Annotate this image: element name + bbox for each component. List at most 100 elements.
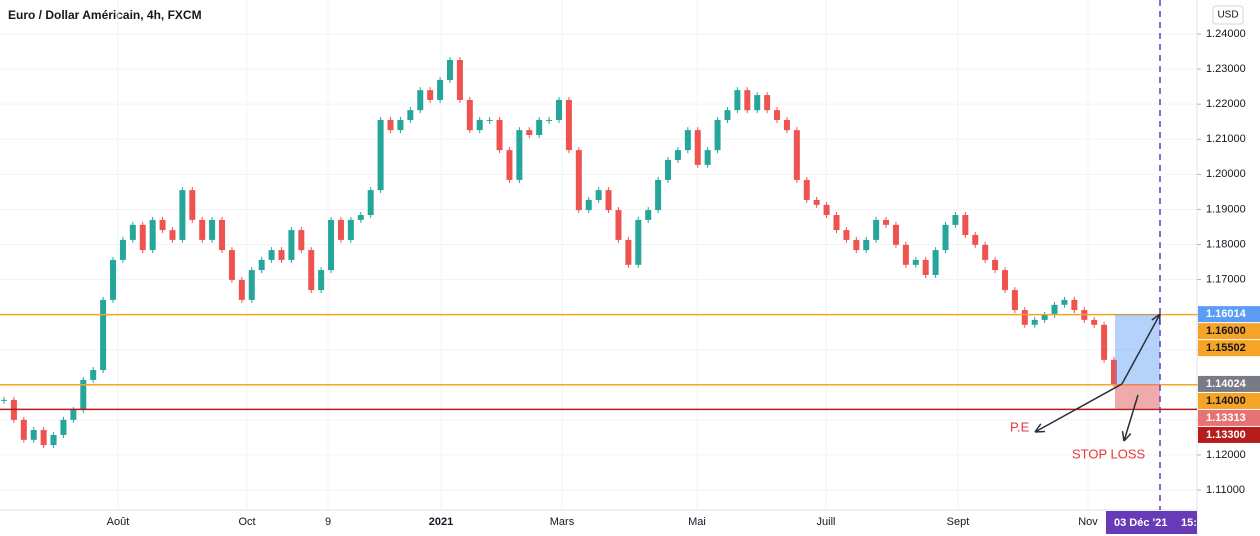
candle-body: [585, 199, 592, 211]
candle-body: [833, 215, 840, 231]
candle-body: [793, 130, 800, 180]
candle-body: [883, 219, 890, 225]
candle-body: [169, 230, 176, 240]
x-tick-label: 2021: [429, 516, 453, 528]
candle-body: [80, 379, 87, 411]
cursor-date-bg: [1106, 511, 1197, 534]
price-label: 1.14024: [1206, 378, 1247, 390]
price-label: 1.16014: [1206, 308, 1247, 320]
candle-body: [228, 250, 235, 280]
y-tick-label: 1.23000: [1206, 63, 1246, 75]
candle-body: [744, 90, 751, 111]
candle-body: [853, 239, 860, 251]
candle-body: [248, 270, 255, 300]
candle-body: [377, 119, 384, 191]
x-tick-label: Sept: [947, 516, 970, 528]
price-label-bg: [1198, 340, 1260, 357]
candle-body: [803, 179, 810, 200]
pe-arrow-head: [1034, 423, 1042, 433]
target-arrow-head: [1151, 313, 1161, 321]
candle-body: [992, 259, 999, 271]
price-label-bg: [1198, 375, 1260, 392]
candle-body: [892, 224, 899, 245]
candle-body: [110, 259, 117, 300]
price-label: 1.16000: [1206, 325, 1246, 337]
candle-body: [407, 110, 414, 120]
candle-body: [318, 270, 325, 291]
candle-body: [625, 239, 632, 265]
candle-body: [932, 250, 939, 275]
candle-body: [139, 224, 146, 251]
candle-body: [665, 159, 672, 180]
price-label-bg: [1198, 392, 1260, 409]
y-tick-label: 1.20000: [1206, 168, 1246, 180]
candle-body: [823, 204, 830, 216]
candle-body: [258, 259, 265, 271]
candle-body: [526, 130, 533, 136]
candle-body: [1001, 270, 1008, 291]
cursor-time: 15:: [1181, 517, 1197, 529]
y-tick-label: 1.18000: [1206, 238, 1246, 250]
candle-body: [1031, 319, 1038, 325]
price-label-bg: [1198, 426, 1260, 443]
candle-body: [209, 219, 216, 240]
price-label-bg: [1198, 306, 1260, 323]
candle-body: [605, 190, 612, 211]
target-zone: [1115, 314, 1160, 384]
candle-body: [367, 190, 374, 216]
candle-body: [189, 190, 196, 220]
candle-body: [1061, 299, 1068, 305]
candle-body: [843, 230, 850, 240]
x-tick-label: Oct: [238, 516, 255, 528]
candle-body: [149, 219, 156, 251]
candle-body: [922, 259, 929, 275]
candle-body: [764, 95, 771, 111]
candle-body: [783, 119, 790, 131]
y-tick-label: 1.12000: [1206, 449, 1246, 461]
candle-body: [90, 370, 97, 380]
candle-body: [50, 434, 57, 446]
y-tick-label: 1.17000: [1206, 273, 1246, 285]
y-tick-label: 1.19000: [1206, 203, 1246, 215]
candle-body: [476, 119, 483, 131]
target-arrow: [1121, 313, 1161, 385]
candle-body: [704, 150, 711, 165]
y-tick-label: 1.11000: [1206, 484, 1245, 496]
stop-arrow-head: [1121, 431, 1125, 442]
stop-arrow: [1123, 394, 1139, 442]
candle-body: [100, 299, 107, 371]
currency[interactable]: USD: [1217, 10, 1238, 21]
candle-body: [129, 224, 136, 240]
candle-body: [1111, 359, 1117, 385]
candle-body: [962, 215, 969, 236]
candle-body: [506, 150, 513, 180]
candle-body: [516, 130, 523, 180]
price-label-bg: [1198, 323, 1260, 340]
candle-body: [328, 219, 335, 271]
candle-body: [873, 219, 880, 240]
candle-body: [1, 399, 7, 401]
candle-body: [1041, 314, 1048, 320]
candle-body: [60, 419, 67, 435]
candle-body: [437, 79, 444, 100]
candle-body: [556, 99, 562, 120]
candle-body: [952, 215, 959, 225]
candle-body: [456, 59, 463, 100]
candle-body: [159, 219, 166, 231]
candle-body: [30, 430, 37, 440]
candle-body: [1051, 304, 1058, 315]
candle-body: [119, 239, 126, 260]
candle-body: [546, 119, 553, 121]
candle-body: [645, 210, 652, 220]
candle-body: [615, 210, 622, 240]
candle-body: [1101, 324, 1108, 360]
candle-body: [1011, 290, 1018, 311]
candle-body: [982, 244, 989, 260]
currency-button[interactable]: [1212, 5, 1244, 25]
candle-body: [863, 239, 870, 251]
candle-body: [565, 99, 572, 151]
x-tick-label: Mars: [550, 516, 575, 528]
price-label-bg: [1198, 409, 1260, 426]
candle-body: [912, 259, 919, 265]
stop-arrow-head: [1123, 433, 1132, 442]
